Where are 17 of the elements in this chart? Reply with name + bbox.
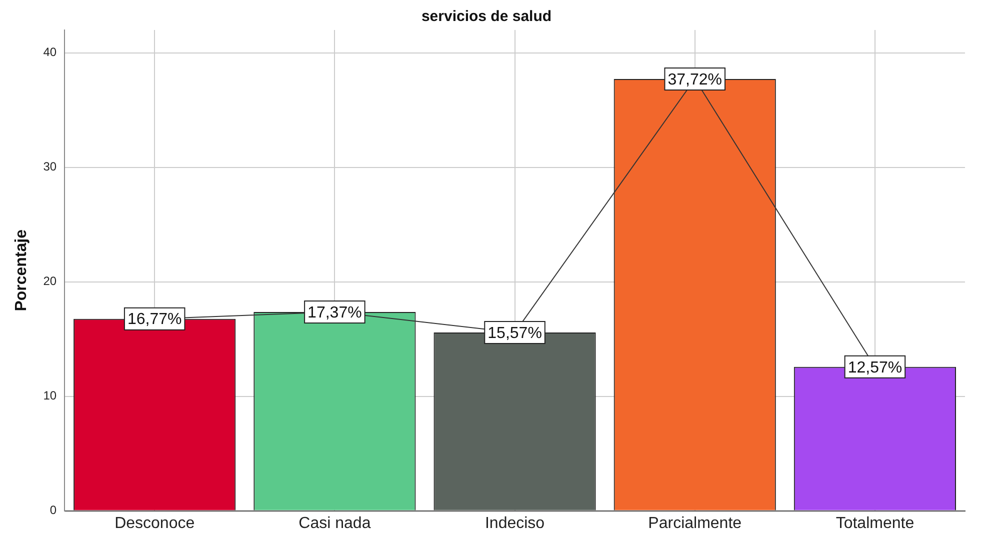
x-tick-label: Desconoce	[114, 514, 195, 532]
y-axis-title: Porcentaje	[13, 229, 30, 312]
y-tick-label: 40	[43, 45, 57, 60]
y-tick-label: 10	[43, 388, 57, 403]
data-label: 16,77%	[127, 311, 182, 328]
chart-title: servicios de salud	[421, 8, 552, 26]
x-tick-label: Casi nada	[298, 514, 371, 532]
y-tick-label: 20	[43, 274, 57, 288]
x-tick-label: Parcialmente	[648, 514, 742, 532]
data-label: 37,72%	[668, 71, 722, 88]
y-tick-label: 30	[43, 160, 57, 174]
x-tick-label: Totalmente	[836, 514, 914, 532]
data-label: 17,37%	[308, 304, 362, 322]
data-label: 12,57%	[848, 359, 902, 376]
y-tick-label: 0	[50, 503, 57, 518]
data-label: 15,57%	[488, 324, 542, 342]
x-tick-label: Indeciso	[484, 514, 545, 532]
